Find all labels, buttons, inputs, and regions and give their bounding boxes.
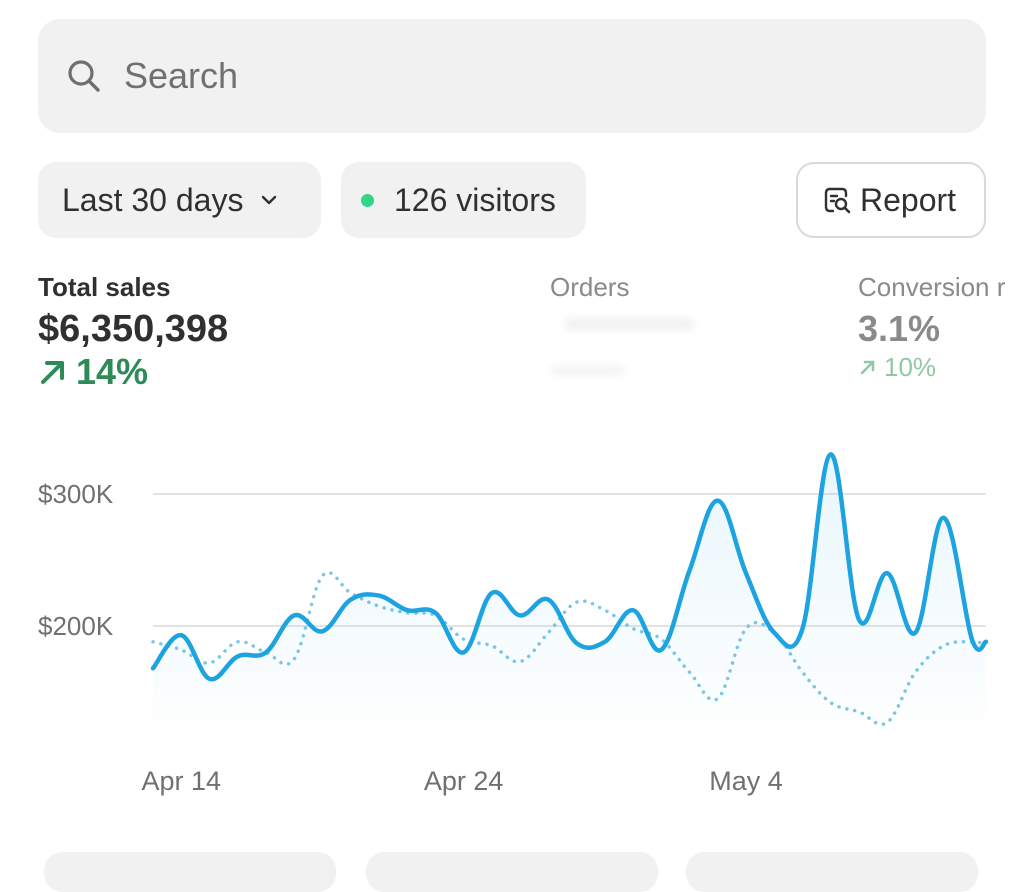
search-bar[interactable]: [38, 19, 986, 133]
arrow-up-right-icon: [860, 360, 875, 375]
date-range-label: Last 30 days: [62, 181, 244, 218]
metric-label: Orders: [550, 272, 630, 302]
search-icon: [62, 54, 106, 98]
sales-line-chart[interactable]: $200K $300K Apr 14 Apr 24 May 4: [0, 420, 1024, 820]
metric-delta-value: 14%: [76, 351, 149, 392]
date-range-dropdown[interactable]: Last 30 days: [38, 162, 321, 238]
visitors-count: 126 visitors: [394, 181, 556, 218]
current-series-line[interactable]: [150, 452, 989, 682]
y-tick-label: $200K: [38, 611, 114, 641]
metric-label: Conversion r: [858, 272, 1006, 302]
x-tick-label: Apr 14: [141, 766, 221, 796]
arrow-up-right-icon: [41, 361, 64, 384]
metric-label: Total sales: [38, 272, 171, 302]
series-area-fill: [153, 454, 986, 750]
x-tick-label: May 4: [709, 766, 783, 796]
metric-card[interactable]: [366, 852, 658, 892]
metric-conversion[interactable]: Conversion r 3.1% 10%: [858, 270, 1024, 382]
live-status-dot: [361, 193, 374, 207]
metric-total-sales[interactable]: Total sales $6,350,398 14%: [38, 270, 358, 392]
metric-delta: 14%: [38, 352, 358, 392]
report-search-icon: [820, 183, 854, 217]
metric-card[interactable]: [44, 852, 336, 892]
x-tick-label: Apr 24: [424, 766, 504, 796]
chevron-down-icon: [257, 188, 281, 212]
y-tick-label: $300K: [38, 479, 114, 509]
metric-orders[interactable]: Orders: [550, 270, 750, 376]
search-input[interactable]: [124, 55, 904, 97]
obscured-value: [564, 318, 694, 330]
metric-value: 3.1%: [858, 308, 941, 349]
metric-delta: 10%: [858, 352, 1024, 382]
obscured-delta: [550, 366, 625, 376]
metric-card[interactable]: [686, 852, 978, 892]
metric-value: $6,350,398: [38, 308, 229, 350]
metric-delta-value: 10%: [884, 352, 937, 382]
live-visitors-badge[interactable]: 126 visitors: [341, 162, 586, 238]
report-button[interactable]: Report: [796, 162, 986, 238]
report-label: Report: [860, 181, 957, 218]
